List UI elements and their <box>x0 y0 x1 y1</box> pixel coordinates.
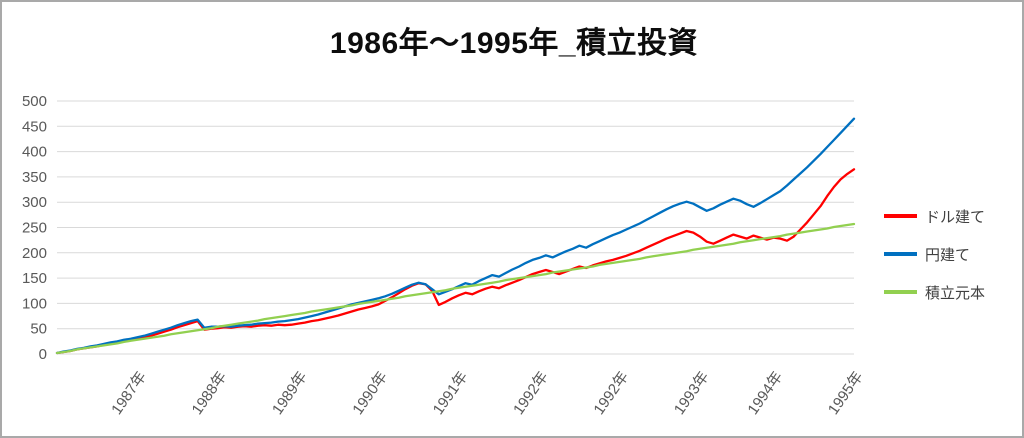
x-tick-label: 1994年 <box>745 369 787 418</box>
x-tick-label: 1989年 <box>269 369 311 418</box>
legend-item-yen: 円建て <box>884 246 985 264</box>
series-line-principal <box>55 222 856 355</box>
y-tick-label: 400 <box>22 144 47 161</box>
legend-item-dollar: ドル建て <box>884 208 986 226</box>
x-tick-label: 1995年 <box>825 369 867 418</box>
x-tick-label: 1990年 <box>349 369 391 418</box>
y-tick-label: 350 <box>22 169 47 186</box>
y-tick-label: 100 <box>22 295 47 312</box>
legend-label-yen: 円建て <box>925 246 971 264</box>
legend-line-dollar-icon <box>884 214 917 218</box>
legend-label-principal: 積立元本 <box>925 284 986 302</box>
legend-line-principal-icon <box>884 290 917 294</box>
x-tick-label: 1988年 <box>189 369 231 418</box>
y-tick-label: 50 <box>30 321 47 338</box>
y-tick-label: 300 <box>22 194 47 211</box>
y-tick-label: 450 <box>22 118 47 135</box>
x-tick-label: 1991年 <box>430 369 472 418</box>
legend: ドル建て 円建て 積立元本 <box>884 208 986 302</box>
legend-label-dollar: ドル建て <box>925 208 986 226</box>
y-tick-label: 250 <box>22 220 47 237</box>
chart-title: 1986年～1995年_積立投資 <box>329 27 699 60</box>
x-tick-label: 1992年 <box>590 369 632 418</box>
x-tick-label: 1993年 <box>671 369 713 418</box>
legend-line-yen-icon <box>884 252 917 256</box>
x-tick-label: 1992年 <box>510 369 552 418</box>
series-line-dollar <box>55 168 856 355</box>
legend-item-principal: 積立元本 <box>884 284 986 302</box>
x-tick-label: 1987年 <box>108 369 150 418</box>
y-tick-label: 150 <box>22 270 47 287</box>
y-tick-label: 200 <box>22 245 47 262</box>
y-tick-label: 500 <box>22 93 47 110</box>
y-tick-label: 0 <box>39 346 47 363</box>
